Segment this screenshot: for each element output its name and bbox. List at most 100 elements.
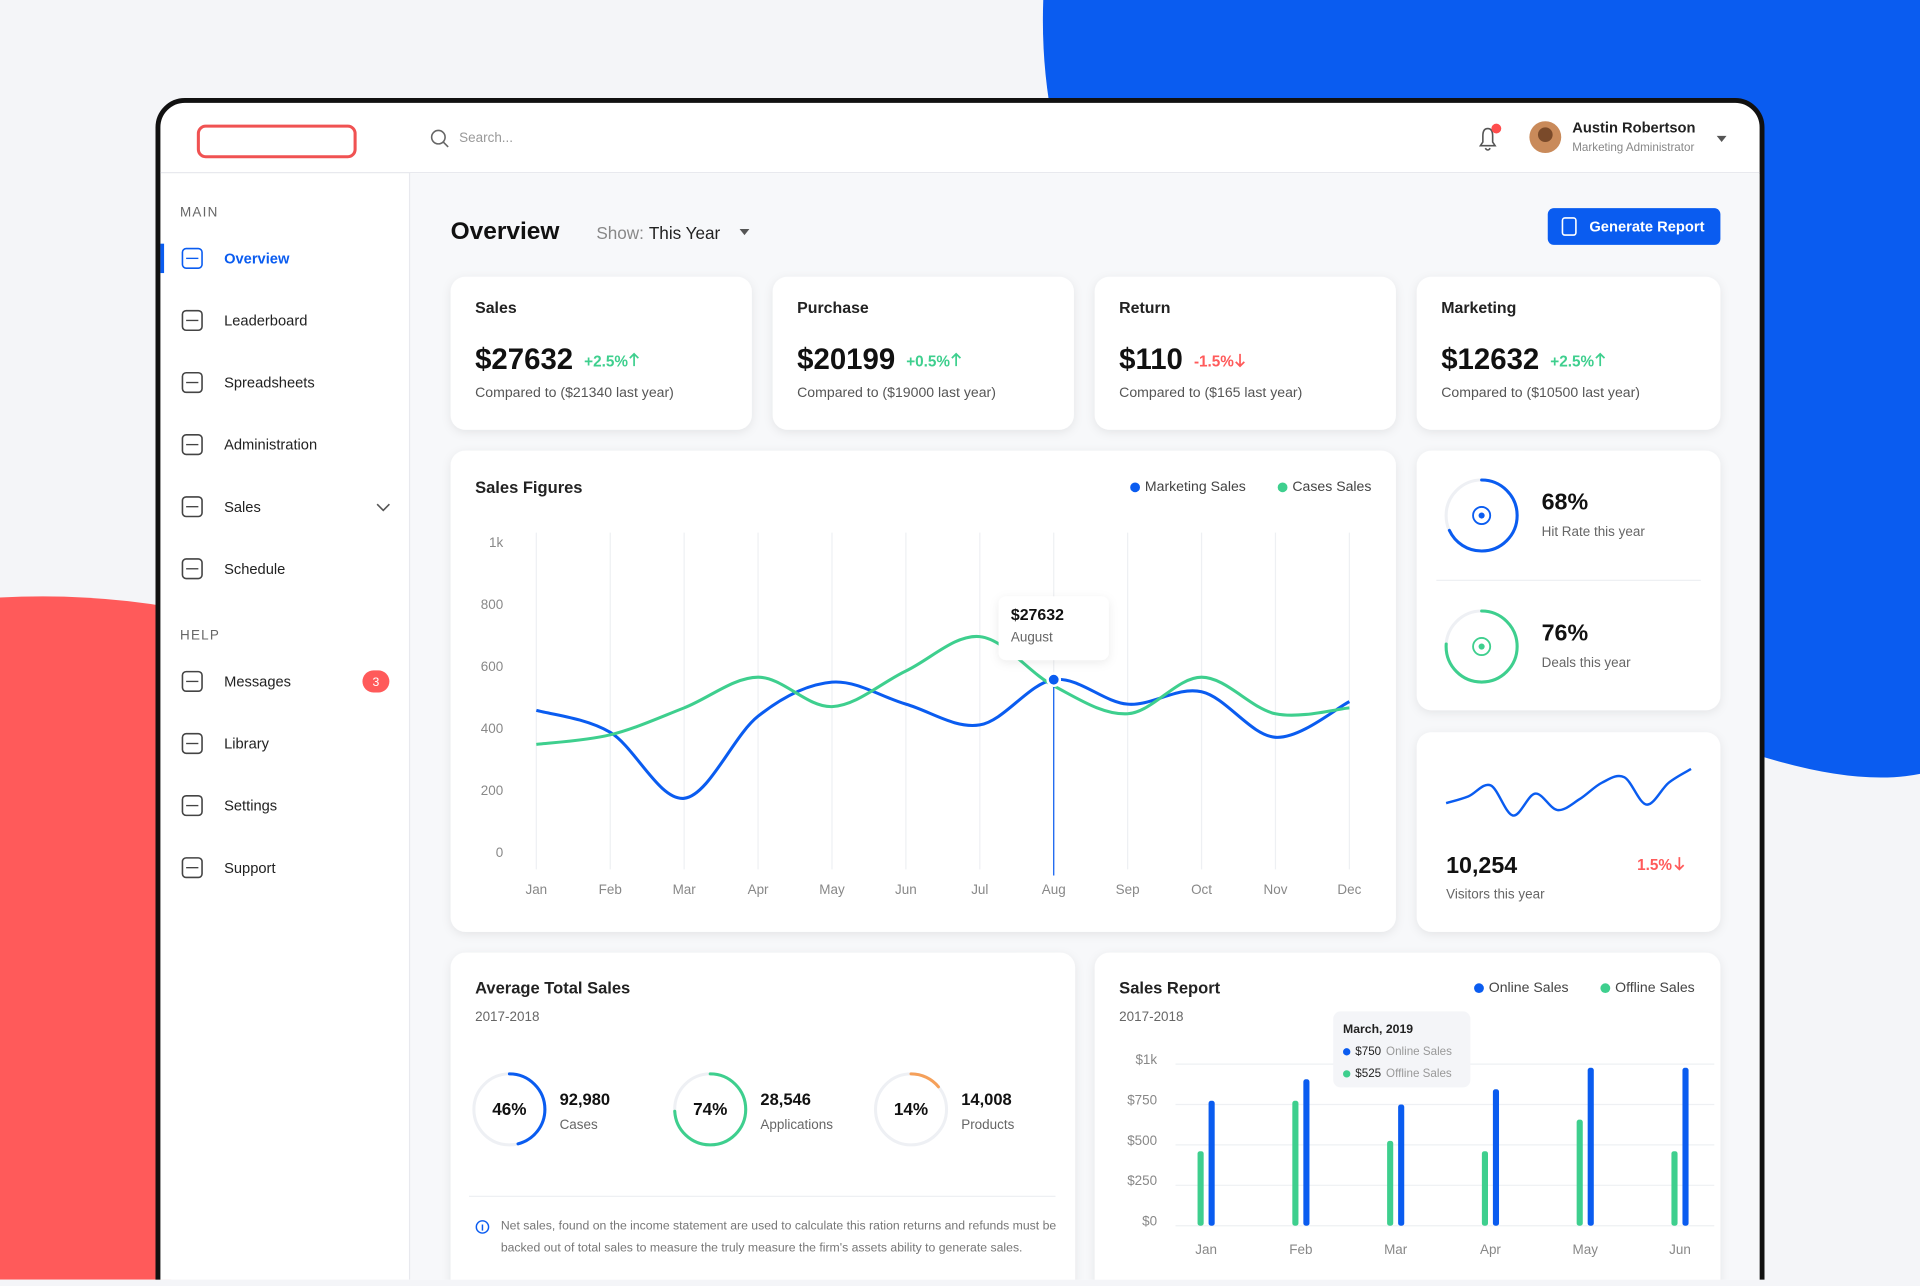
- trend-arrow: [1595, 352, 1606, 367]
- user-menu-caret[interactable]: [1716, 135, 1727, 143]
- x-tick-label: Jun: [1669, 1242, 1691, 1257]
- tooltip-title: March, 2019: [1343, 1022, 1413, 1036]
- nav-item[interactable]: Support: [224, 861, 275, 877]
- y-tick-label: $250: [1127, 1173, 1157, 1188]
- nav-icon: [181, 670, 203, 693]
- metric-value: 28,546: [760, 1090, 811, 1109]
- tooltip-value: $27632: [1011, 607, 1064, 624]
- average-sales-card: [450, 952, 1076, 1286]
- stat-title: Marketing: [1441, 300, 1516, 317]
- visitors-sparkline: [1445, 767, 1692, 817]
- nav-item[interactable]: Schedule: [224, 562, 285, 578]
- x-tick-label: Dec: [1337, 882, 1361, 897]
- bar: [1492, 1089, 1500, 1226]
- legend-swatch: [1277, 482, 1288, 493]
- nav-item[interactable]: Messages: [224, 675, 291, 691]
- stat-title: Return: [1119, 300, 1170, 317]
- tooltip-row: $750 Online Sales: [1355, 1045, 1452, 1058]
- x-tick-label: Aug: [1042, 882, 1066, 897]
- user-role: Marketing Administrator: [1572, 141, 1694, 154]
- stat-comparison: Compared to ($10500 last year): [1441, 384, 1640, 400]
- show-value: This Year: [649, 222, 721, 242]
- logo[interactable]: [196, 124, 357, 159]
- nav-item[interactable]: Overview: [224, 251, 290, 267]
- legend-swatch: [1600, 983, 1611, 994]
- show-filter[interactable]: Show: This Year: [596, 222, 720, 242]
- nav-item[interactable]: Spreadsheets: [224, 376, 315, 392]
- visitors-value: 10,254: [1446, 852, 1517, 878]
- x-tick-label: Feb: [1289, 1242, 1312, 1257]
- note: Net sales, found on the income statement…: [500, 1219, 1057, 1256]
- bar: [1292, 1100, 1299, 1226]
- x-tick-label: Sep: [1116, 882, 1140, 897]
- y-tick-label: 800: [481, 597, 503, 612]
- nav-item[interactable]: Settings: [224, 799, 277, 815]
- ring-progress: [472, 1072, 547, 1147]
- note-text: Net sales, found on the income statement…: [500, 1219, 1057, 1256]
- tooltip-swatch: [1343, 1048, 1351, 1056]
- stat-value: $20199: [797, 343, 895, 376]
- bar: [1576, 1119, 1583, 1226]
- goal-icon: [1472, 506, 1492, 526]
- bar: [1303, 1079, 1310, 1226]
- goal-icon: [1472, 637, 1492, 657]
- stat-change: +2.5%: [1550, 353, 1594, 370]
- notification-bell[interactable]: [1478, 127, 1497, 151]
- nav-icon: [181, 247, 203, 269]
- stat-change: +2.5%: [584, 353, 628, 370]
- nav-badge-count: 3: [373, 675, 380, 689]
- search-input[interactable]: Search...: [459, 130, 513, 145]
- bar: [1197, 1151, 1204, 1226]
- bar: [1587, 1067, 1594, 1226]
- x-tick-label: Apr: [1480, 1242, 1501, 1257]
- x-tick-label: May: [819, 882, 845, 897]
- tooltip-value: $750: [1355, 1045, 1381, 1058]
- nav-item[interactable]: Leaderboard: [224, 314, 307, 330]
- ring-progress: [673, 1072, 748, 1147]
- tooltip-row: $525 Offline Sales: [1355, 1067, 1452, 1080]
- bar: [1398, 1104, 1405, 1226]
- x-tick-label: Feb: [599, 882, 622, 897]
- metric-value: 92,980: [560, 1090, 611, 1109]
- visitors-caption: Visitors this year: [1446, 887, 1545, 902]
- goal-icon-dot: [1478, 512, 1485, 519]
- stat-value: $12632: [1441, 343, 1539, 376]
- nav-item[interactable]: Administration: [224, 438, 317, 454]
- nav-item[interactable]: Library: [224, 737, 270, 753]
- nav-icon: [181, 371, 203, 394]
- page-title: Overview: [451, 218, 561, 245]
- ring-label: 74%: [693, 1099, 727, 1119]
- nav-icon: [181, 558, 203, 580]
- generate-report-button[interactable]: [1547, 208, 1721, 245]
- y-tick-label: 1k: [489, 535, 503, 550]
- stat-comparison: Compared to ($21340 last year): [475, 384, 674, 400]
- tooltip-series: Online Sales: [1386, 1045, 1452, 1058]
- search-icon: [430, 129, 446, 145]
- x-tick-label: Mar: [1384, 1242, 1408, 1257]
- bg-blob-red: [0, 596, 172, 1280]
- stat-card: [1416, 276, 1721, 430]
- nav-badge: [362, 670, 390, 693]
- trend-arrow: [1235, 353, 1245, 368]
- stat-title: Sales: [475, 300, 517, 317]
- nav-icon: [181, 309, 203, 332]
- card-subtitle: 2017-2018: [475, 1009, 539, 1024]
- legend-label: Online Sales: [1489, 979, 1569, 995]
- stat-title: Purchase: [797, 300, 869, 317]
- chart-card: [450, 450, 1396, 932]
- trend-arrow: [1674, 857, 1685, 871]
- button-icon: [1561, 217, 1577, 236]
- y-tick-label: $0: [1142, 1214, 1157, 1229]
- stat-change: -1.5%: [1194, 353, 1234, 370]
- stat-comparison: Compared to ($19000 last year): [797, 384, 996, 400]
- y-tick-label: $750: [1127, 1092, 1157, 1107]
- goal-caption: Deals this year: [1542, 655, 1631, 670]
- tooltip: [998, 596, 1109, 661]
- metric-label: Cases: [560, 1117, 598, 1132]
- goal-caption: Hit Rate this year: [1542, 524, 1646, 539]
- goal-icon-dot: [1478, 643, 1485, 650]
- stat-change: +0.5%: [906, 353, 950, 370]
- nav-item[interactable]: Sales: [224, 500, 261, 516]
